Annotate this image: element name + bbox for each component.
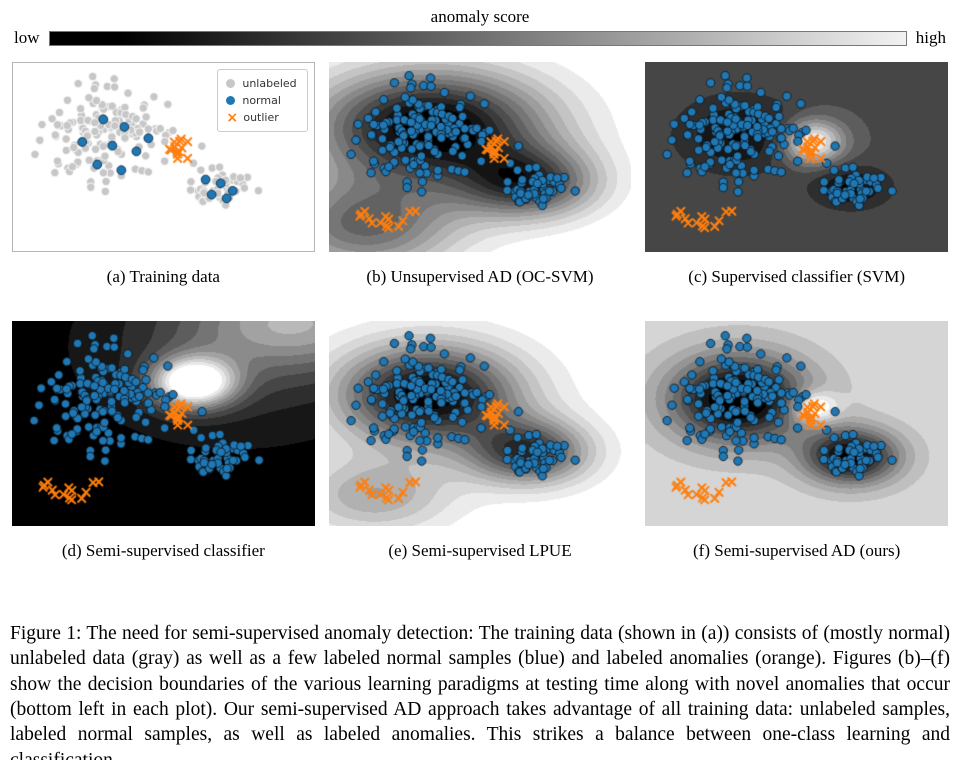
panel-e-plot-area — [328, 321, 632, 526]
panel-e-caption: (e) Semi-supervised LPUE — [388, 541, 572, 560]
figure-caption: Figure 1: The need for semi-supervised a… — [10, 623, 950, 760]
panel-e-canvas — [328, 321, 632, 526]
panel-f: (f) Semi-supervised AD (ours) — [645, 321, 948, 595]
legend-label-outlier: outlier — [243, 111, 279, 125]
panel-c: (c) Supervised classifier (SVM) — [645, 62, 948, 321]
colorbar: anomaly score low high — [0, 0, 960, 46]
legend-item-unlabeled: unlabeled — [226, 75, 297, 92]
legend-item-outlier: × outlier — [226, 109, 296, 126]
colorbar-gradient — [48, 30, 907, 46]
colorbar-title: anomaly score — [430, 7, 530, 26]
panel-c-canvas — [645, 62, 948, 252]
colorbar-high-label: high — [915, 28, 946, 47]
panel-b: (b) Unsupervised AD (OC-SVM) — [328, 62, 632, 321]
panel-b-canvas — [328, 62, 632, 252]
panel-a-plot-area: unlabeled normal × outlier — [12, 62, 315, 252]
panel-f-caption: (f) Semi-supervised AD (ours) — [693, 541, 901, 560]
outlier-x-icon: × — [226, 109, 239, 126]
legend-label-unlabeled: unlabeled — [242, 77, 297, 90]
panel-d-caption: (d) Semi-supervised classifier — [61, 541, 265, 560]
panel-b-caption: (b) Unsupervised AD (OC-SVM) — [366, 267, 594, 286]
panel-c-plot-area — [645, 62, 948, 252]
panel-f-canvas — [645, 321, 948, 526]
subplot-grid: unlabeled normal × outlier (a) Training … — [12, 62, 948, 595]
panel-c-caption: (c) Supervised classifier (SVM) — [688, 267, 905, 286]
colorbar-low-label: low — [14, 28, 40, 47]
panel-d-canvas — [12, 321, 315, 526]
panel-d-plot-area — [12, 321, 315, 526]
legend-item-normal: normal — [226, 92, 296, 109]
panel-d: (d) Semi-supervised classifier — [12, 321, 315, 595]
panel-e: (e) Semi-supervised LPUE — [328, 321, 632, 595]
panel-f-plot-area — [645, 321, 948, 526]
panel-a-caption: (a) Training data — [106, 267, 220, 286]
normal-dot-icon — [226, 96, 236, 106]
legend-label-normal: normal — [242, 94, 281, 108]
panel-a: unlabeled normal × outlier (a) Training … — [12, 62, 315, 321]
unlabeled-dot-icon — [226, 79, 236, 89]
panel-b-plot-area — [328, 62, 632, 252]
plot-legend: unlabeled normal × outlier — [217, 69, 308, 133]
